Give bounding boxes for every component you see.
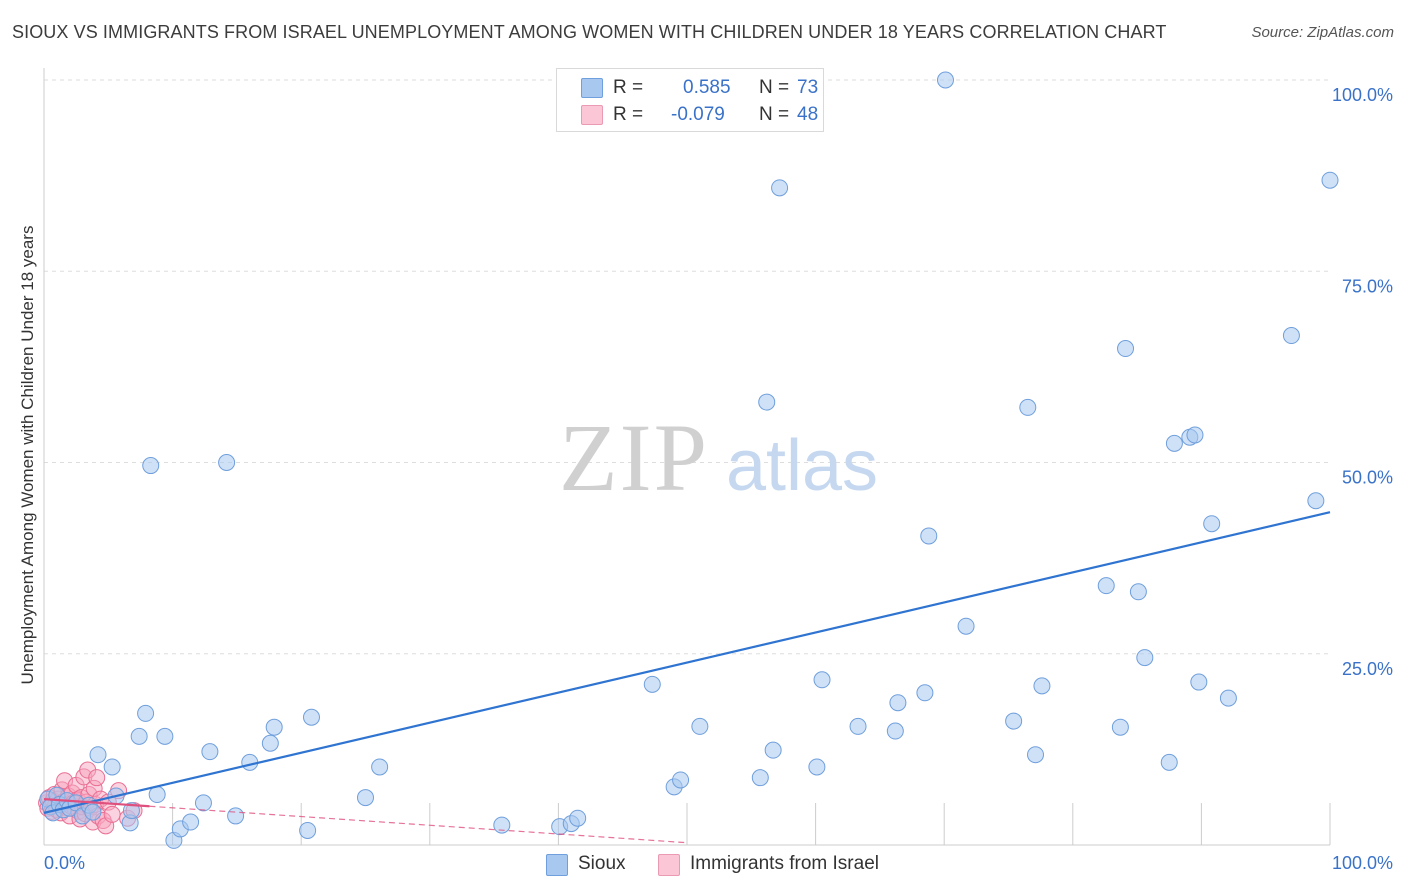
x-tick-label: 0.0% bbox=[44, 853, 85, 873]
sioux-point bbox=[1027, 746, 1045, 764]
trendlines bbox=[43, 511, 1331, 844]
legend-n-label: N = bbox=[759, 77, 790, 98]
sioux-point bbox=[1219, 689, 1237, 707]
sioux-point bbox=[261, 734, 279, 752]
sioux-point bbox=[1307, 492, 1325, 510]
sioux-point bbox=[886, 722, 904, 740]
sioux-point bbox=[813, 671, 831, 689]
sioux-point bbox=[89, 746, 107, 764]
correlation-legend: R = 0.585 N = 73 R = -0.079 N = 48 bbox=[556, 68, 824, 132]
sioux-point bbox=[1186, 426, 1204, 444]
sioux-point bbox=[493, 816, 511, 834]
sioux-point bbox=[957, 617, 975, 635]
legend-swatch-sioux bbox=[581, 78, 603, 98]
sioux-point bbox=[751, 769, 769, 787]
chart-title: SIOUX VS IMMIGRANTS FROM ISRAEL UNEMPLOY… bbox=[12, 22, 1167, 42]
israel-point bbox=[103, 805, 121, 823]
sioux-point bbox=[1019, 398, 1037, 416]
sioux-point bbox=[227, 807, 245, 825]
sioux-point bbox=[643, 675, 661, 693]
sioux-point bbox=[1111, 718, 1129, 736]
sioux-point bbox=[1117, 340, 1135, 358]
sioux-point bbox=[849, 717, 867, 735]
legend-r-label: R = bbox=[613, 77, 644, 98]
sioux-point bbox=[920, 527, 938, 545]
sioux-point bbox=[1097, 577, 1115, 595]
y-tick-label: 50.0% bbox=[1342, 468, 1393, 488]
sioux-point bbox=[122, 802, 140, 820]
legend-r-value-israel: -0.079 bbox=[671, 104, 725, 125]
sioux-point bbox=[672, 771, 690, 789]
sioux-point bbox=[142, 457, 160, 475]
legend-swatch-israel bbox=[581, 105, 603, 125]
legend-n-value-sioux: 73 bbox=[797, 77, 819, 98]
legend-r-label: R = bbox=[613, 104, 644, 125]
sioux-point bbox=[1321, 171, 1339, 189]
sioux-point bbox=[84, 803, 102, 821]
sioux-point bbox=[148, 786, 166, 804]
x-tick-label: 100.0% bbox=[1332, 853, 1393, 873]
gridlines bbox=[44, 79, 1330, 655]
bottom-legend-label-sioux: Sioux bbox=[578, 853, 626, 874]
y-tick-label: 75.0% bbox=[1342, 276, 1393, 296]
y-axis-label: Unemployment Among Women with Children U… bbox=[18, 225, 37, 685]
sioux-point bbox=[1136, 649, 1154, 667]
legend-n-value-israel: 48 bbox=[797, 104, 819, 125]
sioux-point bbox=[194, 794, 212, 812]
sioux-point bbox=[889, 694, 907, 712]
sioux-point bbox=[808, 758, 826, 776]
sioux-point bbox=[916, 684, 934, 702]
israel-trendline-dashed bbox=[149, 805, 688, 844]
israel-trendline-solid bbox=[43, 798, 150, 808]
sioux-point bbox=[936, 71, 954, 89]
sioux-point bbox=[103, 758, 121, 776]
sioux-point bbox=[357, 789, 374, 807]
sioux-point bbox=[182, 813, 200, 831]
sioux-point bbox=[1129, 583, 1147, 601]
bottom-legend-swatch-israel bbox=[658, 854, 680, 876]
watermark-atlas: atlas bbox=[726, 426, 878, 506]
sioux-point bbox=[130, 727, 148, 745]
sioux-point bbox=[156, 727, 174, 745]
sioux-point bbox=[758, 393, 776, 411]
sioux-point bbox=[1282, 327, 1300, 345]
legend-r-value-sioux: 0.585 bbox=[683, 77, 731, 98]
bottom-legend-label-israel: Immigrants from Israel bbox=[690, 853, 879, 874]
sioux-point bbox=[764, 741, 782, 759]
sioux-point bbox=[1160, 753, 1178, 771]
sioux-point bbox=[265, 718, 283, 736]
y-tick-label: 25.0% bbox=[1342, 659, 1393, 679]
sioux-point bbox=[691, 717, 709, 735]
sioux-point bbox=[1190, 673, 1208, 691]
bottom-legend-swatch-sioux bbox=[546, 854, 568, 876]
sioux-point bbox=[371, 758, 389, 776]
sioux-trendline bbox=[43, 511, 1331, 814]
israel-point bbox=[88, 769, 106, 787]
watermark-zip: ZIP bbox=[559, 404, 709, 511]
sioux-point bbox=[1005, 712, 1023, 730]
sioux-series bbox=[39, 71, 1339, 849]
legend-n-label: N = bbox=[759, 104, 790, 125]
source-label: Source: ZipAtlas.com bbox=[1251, 24, 1394, 41]
tick-labels: 25.0% 50.0% 75.0% 100.0% 0.0% 100.0% bbox=[44, 85, 1393, 873]
sioux-point bbox=[302, 708, 320, 726]
sioux-point bbox=[1203, 515, 1221, 533]
y-tick-label: 100.0% bbox=[1332, 85, 1393, 105]
sioux-point bbox=[201, 743, 219, 761]
sioux-point bbox=[771, 179, 789, 197]
sioux-point bbox=[218, 454, 236, 471]
sioux-point bbox=[137, 704, 155, 722]
sioux-point bbox=[299, 821, 317, 839]
sioux-point bbox=[1165, 434, 1183, 452]
sioux-point bbox=[569, 809, 587, 827]
sioux-point bbox=[1033, 677, 1051, 695]
